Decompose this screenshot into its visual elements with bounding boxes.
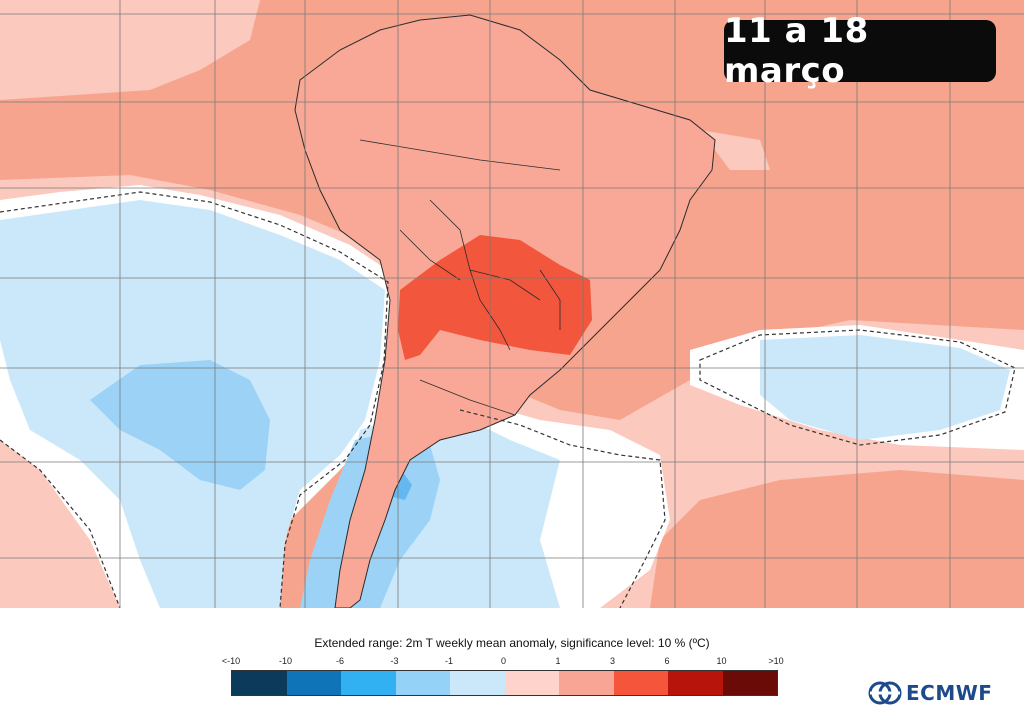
- legend-tick-label: 0: [500, 656, 507, 666]
- legend-title: Extended range: 2m T weekly mean anomaly…: [314, 636, 710, 650]
- legend-swatch: [668, 671, 723, 695]
- country-borders: [359, 139, 561, 416]
- legend-swatch: [722, 671, 777, 695]
- legend-tick-label: >10: [768, 656, 784, 666]
- ecmwf-logo: ECMWF: [868, 681, 992, 705]
- legend-tick-label: -3: [390, 656, 399, 666]
- legend-swatch: [450, 671, 505, 695]
- legend-color-bar: [231, 670, 778, 696]
- date-range-badge: 11 a 18 março: [724, 11, 996, 91]
- legend-tick-label: -6: [335, 656, 345, 666]
- legend-swatch: [504, 671, 559, 695]
- significance-contour-east: [699, 329, 1016, 446]
- cool-anomaly-south-atlantic: [760, 335, 1010, 440]
- legend-swatch: [286, 671, 341, 695]
- legend-swatch: [395, 671, 450, 695]
- legend-swatch: [559, 671, 614, 695]
- legend-swatch: [613, 671, 668, 695]
- ecmwf-logo-icon: [868, 681, 902, 705]
- ocean-light-pink-east: [700, 130, 770, 170]
- legend-tick-label: <-10: [221, 656, 241, 666]
- legend-swatch: [232, 671, 287, 695]
- legend-tick-label: 6: [664, 656, 670, 666]
- ocean-light-pink-north: [0, 0, 260, 100]
- legend-tick-label: 3: [609, 656, 616, 666]
- anomaly-map: 11 a 18 março: [0, 0, 1024, 608]
- lat-lon-grid: [0, 0, 1024, 608]
- map-canvas: [0, 0, 1024, 608]
- legend-tick-label: 1: [555, 656, 561, 666]
- legend-tick-label: -1: [444, 656, 454, 666]
- significance-contour-west: [0, 439, 121, 608]
- legend-tick-label: -10: [278, 656, 293, 666]
- legend-swatch: [341, 671, 396, 695]
- legend-tick-label: 10: [716, 656, 727, 666]
- cooler-anomaly-pacific: [90, 360, 270, 490]
- hot-anomaly-core: [398, 235, 592, 360]
- significance-contour-atlantic: [459, 409, 666, 608]
- significance-contour-pacific: [0, 191, 389, 608]
- ecmwf-logo-text: ECMWF: [906, 681, 993, 705]
